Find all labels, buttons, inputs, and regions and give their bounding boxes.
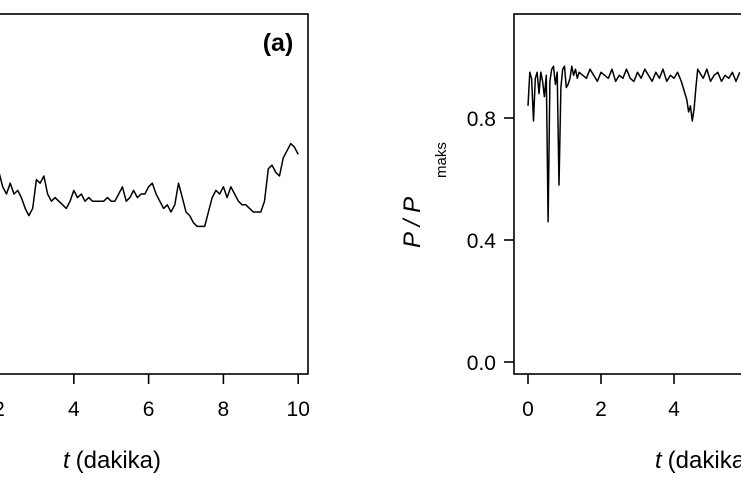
panel-a: (a) 2 4 6 8 10 t(dakika) xyxy=(0,13,310,474)
panel-b: 0 2 4 0.0 0.4 0.8 t(dakika) P / P maks xyxy=(399,13,741,474)
panel-b-x-axis: 0 2 4 xyxy=(522,374,680,421)
panel-b-xlabel-unit: (dakika) xyxy=(668,447,741,474)
panel-b-x-tick-label: 2 xyxy=(595,398,607,421)
panel-b-ylabel-sub: maks xyxy=(433,142,450,178)
panel-a-frame xyxy=(0,13,309,375)
panel-a-x-tick-label: 4 xyxy=(68,398,80,421)
panel-b-y-tick-label: 0.4 xyxy=(467,230,497,253)
panel-b-x-tick-label: 0 xyxy=(522,398,534,421)
panel-a-x-tick-label: 2 xyxy=(0,398,5,421)
panel-a-x-tick-label: 6 xyxy=(143,398,155,421)
panel-b-xlabel: t(dakika) xyxy=(655,447,741,474)
panel-b-y-axis: 0.0 0.4 0.8 xyxy=(467,108,514,375)
panel-a-x-tick-label: 8 xyxy=(218,398,230,421)
panel-b-x-tick-label: 4 xyxy=(668,398,680,421)
panel-b-ylabel-main: P / P xyxy=(399,197,426,248)
panel-a-label: (a) xyxy=(263,29,294,57)
panel-b-series-line xyxy=(527,65,741,223)
panel-b-ylabel: P / P maks xyxy=(399,142,450,248)
panel-b-y-tick-label: 0.0 xyxy=(467,352,496,375)
panel-a-xlabel-var: t xyxy=(63,447,71,474)
panel-a-xlabel-unit: (dakika) xyxy=(76,447,161,474)
panel-b-frame xyxy=(513,13,741,375)
panel-a-xlabel: t (dakika) xyxy=(63,447,161,474)
panel-b-y-tick-label: 0.8 xyxy=(467,108,496,131)
panel-b-xlabel-var: t xyxy=(655,447,663,474)
panel-a-x-tick-label: 10 xyxy=(287,398,310,421)
panel-a-x-axis: 2 4 6 8 10 xyxy=(0,374,310,421)
panel-a-series-line xyxy=(0,142,299,228)
